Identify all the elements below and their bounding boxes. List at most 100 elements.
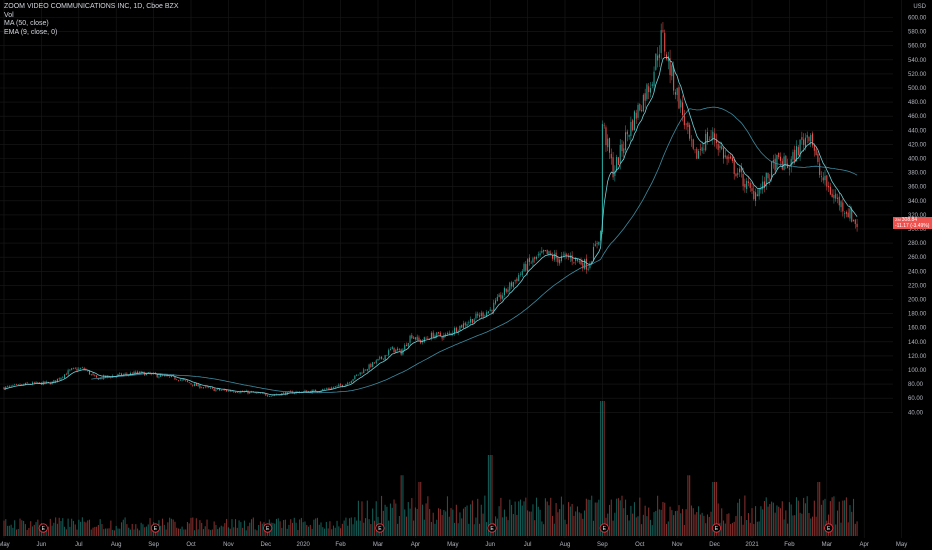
volume-bar xyxy=(19,518,21,536)
volume-bar xyxy=(170,518,172,536)
candle-body xyxy=(90,374,92,375)
volume-bar xyxy=(660,509,662,536)
volume-bar xyxy=(322,527,324,536)
candle-body xyxy=(560,255,562,261)
candle-body xyxy=(210,387,212,389)
volume-bar xyxy=(31,526,34,536)
candle-body xyxy=(386,355,388,356)
volume-bar xyxy=(535,497,538,536)
volume-legend[interactable]: Vol xyxy=(4,11,14,19)
volume-bar xyxy=(735,516,737,536)
volume-bar xyxy=(402,475,404,536)
price-tick-label: 340.00 xyxy=(908,199,927,205)
candle-body xyxy=(379,357,381,359)
volume-bar xyxy=(767,506,769,536)
volume-bar xyxy=(286,528,288,536)
ma-legend[interactable]: MA (50, close) xyxy=(4,20,49,27)
candle-body xyxy=(737,173,739,175)
candle-body xyxy=(535,256,538,259)
candle-body xyxy=(377,358,379,361)
candle-body xyxy=(156,374,158,378)
volume-bar xyxy=(774,512,776,536)
candle-body xyxy=(616,157,618,170)
price-tick-label: 520.00 xyxy=(908,72,927,78)
volume-bar xyxy=(295,522,297,536)
volume-bar xyxy=(69,526,71,536)
candle-body xyxy=(502,295,504,299)
volume-bar xyxy=(500,497,502,536)
volume-bar xyxy=(256,530,258,536)
volume-bar xyxy=(259,521,261,536)
volume-bar xyxy=(674,511,676,536)
volume-bar xyxy=(484,495,486,536)
price-axis[interactable]: 40.00 60.00 80.00 100.00 120.00 140.00 160.00 1… xyxy=(908,16,927,417)
volume-bar xyxy=(251,519,253,536)
candle-body xyxy=(698,150,700,159)
candle-body xyxy=(608,138,611,153)
volume-bar xyxy=(842,500,844,536)
candle-body xyxy=(849,208,851,219)
currency-label[interactable]: USD xyxy=(913,4,926,10)
volume-bar xyxy=(195,518,197,536)
symbol-title[interactable]: ZOOM VIDEO COMMUNICATIONS INC, 1D, Cboe … xyxy=(4,3,179,10)
candle-body xyxy=(373,362,375,364)
candle-body xyxy=(361,372,363,374)
candle-body xyxy=(792,152,794,160)
candle-body xyxy=(733,159,735,174)
volume-bar xyxy=(708,516,710,536)
candle-body xyxy=(749,182,751,188)
volume-bar xyxy=(564,519,566,536)
volume-bar xyxy=(90,529,92,536)
volume-bar xyxy=(612,520,614,536)
volume-bar xyxy=(546,501,548,536)
candle-body xyxy=(67,370,69,375)
volume-bar xyxy=(808,512,810,536)
candle-body xyxy=(3,387,5,390)
volume-bar xyxy=(243,520,245,536)
volume-bar xyxy=(785,510,787,536)
candle-body xyxy=(445,334,447,336)
candle-body xyxy=(557,256,559,263)
candle-body xyxy=(772,160,774,163)
volume-bar xyxy=(667,521,669,536)
volume-bar xyxy=(176,527,178,536)
candle-body xyxy=(411,335,413,339)
volume-bar xyxy=(525,497,527,536)
candle-body xyxy=(97,377,99,380)
candle-body xyxy=(204,386,206,388)
candle-body xyxy=(489,309,491,311)
candle-body xyxy=(28,383,30,385)
candle-body xyxy=(92,373,94,375)
candle-body xyxy=(680,100,682,108)
earnings-marker-label: E xyxy=(378,526,382,532)
volume-bar xyxy=(454,522,456,536)
volume-bar xyxy=(56,523,58,536)
candle-body xyxy=(366,369,368,371)
time-tick-label: Dec xyxy=(260,542,271,548)
candle-body xyxy=(331,387,333,389)
volume-bar xyxy=(783,519,785,536)
candle-body xyxy=(487,311,489,314)
candle-body xyxy=(571,255,573,262)
volume-bar xyxy=(482,513,484,536)
candle-body xyxy=(808,136,810,142)
volume-bar xyxy=(817,482,819,536)
candle-body xyxy=(633,111,635,131)
time-axis[interactable]: May Jun Jul Aug Sep Oct Nov Dec 2020 Feb Mar Apr May… xyxy=(0,542,907,548)
candle-body xyxy=(304,390,306,392)
candle-body xyxy=(220,390,222,391)
ema-legend[interactable]: EMA (9, close, 0) xyxy=(4,28,58,36)
price-tick-label: 180.00 xyxy=(908,312,927,318)
volume-bar xyxy=(833,496,835,536)
candle-body xyxy=(836,197,839,199)
candle-body xyxy=(364,369,367,371)
candle-body xyxy=(354,375,356,380)
volume-bar xyxy=(751,508,753,536)
volume-bar xyxy=(183,529,185,536)
candle-body xyxy=(290,391,292,392)
volume-bar xyxy=(486,522,488,536)
volume-bar xyxy=(446,496,448,536)
candle-body xyxy=(534,256,536,260)
volume-bar xyxy=(364,518,367,536)
